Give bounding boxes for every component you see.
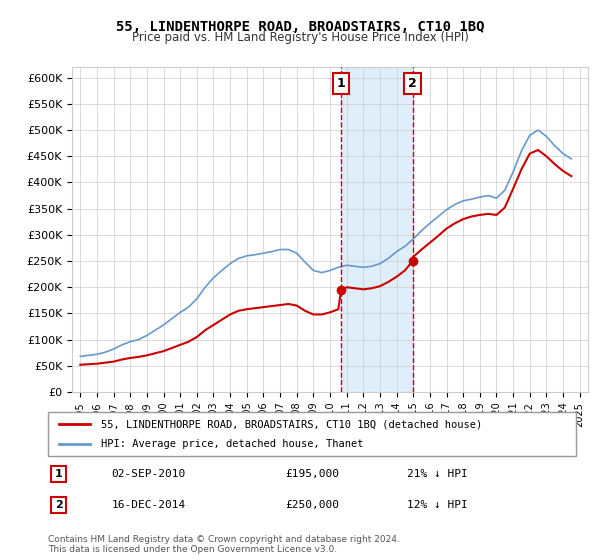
- Text: Price paid vs. HM Land Registry's House Price Index (HPI): Price paid vs. HM Land Registry's House …: [131, 31, 469, 44]
- Bar: [341, 67, 413, 392]
- FancyBboxPatch shape: [48, 412, 576, 456]
- Text: 55, LINDENTHORPE ROAD, BROADSTAIRS, CT10 1BQ (detached house): 55, LINDENTHORPE ROAD, BROADSTAIRS, CT10…: [101, 419, 482, 429]
- Text: £195,000: £195,000: [286, 469, 340, 479]
- Text: 55, LINDENTHORPE ROAD, BROADSTAIRS, CT10 1BQ: 55, LINDENTHORPE ROAD, BROADSTAIRS, CT10…: [116, 20, 484, 34]
- Text: 2: 2: [55, 500, 62, 510]
- Text: Contains HM Land Registry data © Crown copyright and database right 2024.
This d: Contains HM Land Registry data © Crown c…: [48, 535, 400, 554]
- Text: 21% ↓ HPI: 21% ↓ HPI: [407, 469, 468, 479]
- Text: 1: 1: [55, 469, 62, 479]
- Text: HPI: Average price, detached house, Thanet: HPI: Average price, detached house, Than…: [101, 439, 364, 449]
- Text: 12% ↓ HPI: 12% ↓ HPI: [407, 500, 468, 510]
- Text: 16-DEC-2014: 16-DEC-2014: [112, 500, 185, 510]
- Text: 02-SEP-2010: 02-SEP-2010: [112, 469, 185, 479]
- Text: £250,000: £250,000: [286, 500, 340, 510]
- Text: 1: 1: [337, 77, 346, 90]
- Text: 2: 2: [408, 77, 417, 90]
